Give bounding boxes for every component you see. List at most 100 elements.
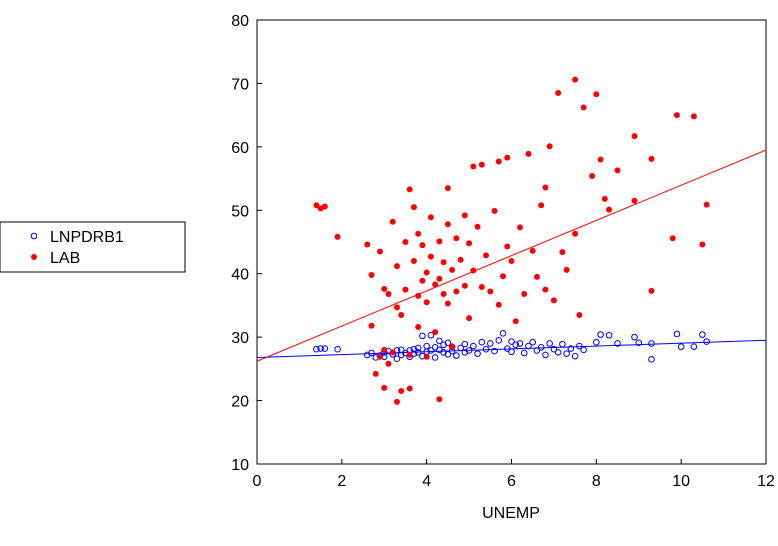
point-lab [321, 203, 328, 210]
point-lab [466, 240, 473, 247]
point-lnpdrb1 [419, 332, 426, 340]
point-lab [427, 253, 434, 260]
point-lnpdrb1 [699, 331, 706, 338]
point-lnpdrb1 [423, 342, 430, 350]
point-lab [415, 323, 422, 330]
point-lab [589, 173, 596, 180]
point-lnpdrb1 [486, 340, 494, 347]
x-tick-label: 2 [337, 473, 346, 490]
series-lab [313, 76, 710, 405]
point-lnpdrb1 [576, 342, 583, 350]
point-lab [334, 233, 341, 240]
point-lnpdrb1 [427, 331, 435, 339]
point-lnpdrb1 [508, 338, 515, 345]
point-lnpdrb1 [580, 346, 587, 354]
x-tick-label: 4 [422, 473, 431, 490]
point-lnpdrb1 [648, 356, 655, 363]
point-lnpdrb1 [554, 349, 562, 356]
point-lab [436, 238, 443, 245]
point-lnpdrb1 [499, 330, 507, 337]
legend-marker-lab [30, 253, 37, 260]
point-lab [415, 230, 422, 237]
point-lab [368, 271, 375, 278]
x-tick-label: 0 [253, 473, 262, 490]
point-lab [631, 133, 638, 140]
point-lnpdrb1 [457, 344, 464, 352]
point-lab [500, 273, 507, 280]
point-lnpdrb1 [495, 337, 503, 344]
x-axis-title: UNEMP [482, 505, 540, 522]
point-lab [368, 322, 375, 329]
point-lnpdrb1 [516, 340, 524, 347]
point-lab [444, 185, 451, 192]
point-lab [606, 206, 613, 213]
point-lnpdrb1 [440, 349, 447, 356]
point-lab [521, 291, 528, 298]
point-lab [432, 329, 439, 336]
point-lab [402, 238, 409, 245]
data-points [313, 76, 710, 405]
point-lnpdrb1 [512, 341, 520, 349]
point-lab [423, 353, 430, 360]
point-lab [461, 282, 468, 289]
point-lab [381, 384, 388, 391]
point-lnpdrb1 [673, 330, 681, 338]
point-lnpdrb1 [397, 351, 405, 359]
point-lab [427, 214, 434, 221]
point-lab [495, 158, 502, 165]
point-lnpdrb1 [414, 349, 422, 356]
point-lab [313, 202, 320, 209]
point-lnpdrb1 [677, 343, 685, 350]
point-lnpdrb1 [440, 341, 447, 349]
point-lnpdrb1 [317, 345, 324, 352]
point-lab [461, 212, 468, 219]
point-lnpdrb1 [520, 349, 528, 357]
point-lab [550, 297, 557, 304]
point-lnpdrb1 [503, 345, 511, 352]
y-tick-label: 10 [231, 457, 249, 474]
point-lab [699, 241, 706, 248]
point-lab [410, 258, 417, 265]
point-lab [444, 221, 451, 228]
point-lab [457, 256, 464, 263]
point-lab [410, 204, 417, 211]
point-lnpdrb1 [478, 338, 486, 346]
point-lab [546, 143, 553, 150]
point-lnpdrb1 [571, 352, 579, 360]
point-lnpdrb1 [614, 340, 621, 347]
fit-line-lab [256, 149, 767, 362]
point-lab [542, 184, 549, 191]
point-lab [372, 370, 379, 377]
point-lnpdrb1 [491, 347, 498, 355]
point-lab [512, 318, 519, 325]
point-lab [385, 360, 392, 367]
point-lab [690, 113, 697, 120]
point-lnpdrb1 [453, 352, 460, 359]
point-lnpdrb1 [470, 342, 477, 350]
point-lnpdrb1 [559, 340, 566, 348]
legend-marker-lnpdrb1 [30, 232, 38, 240]
point-lab [593, 91, 600, 98]
point-lab [393, 398, 400, 405]
point-lnpdrb1 [550, 345, 558, 353]
point-lab [703, 201, 710, 208]
point-lab [572, 230, 579, 237]
y-tick-label: 80 [231, 13, 249, 30]
point-lab [432, 281, 439, 288]
point-lnpdrb1 [363, 351, 371, 359]
point-lnpdrb1 [414, 344, 422, 352]
legend: LNPDRB1 LAB [0, 221, 186, 273]
point-lnpdrb1 [533, 347, 541, 354]
point-lnpdrb1 [397, 346, 405, 354]
point-lnpdrb1 [461, 349, 469, 356]
point-lab [385, 291, 392, 298]
point-lab [572, 76, 579, 83]
point-lab [423, 269, 430, 276]
point-lab [529, 247, 536, 254]
point-lnpdrb1 [631, 333, 638, 341]
y-tick-label: 40 [231, 267, 249, 284]
point-lab [453, 235, 460, 242]
point-lnpdrb1 [444, 350, 452, 358]
y-tick-label: 20 [231, 394, 249, 411]
point-lnpdrb1 [563, 350, 570, 357]
